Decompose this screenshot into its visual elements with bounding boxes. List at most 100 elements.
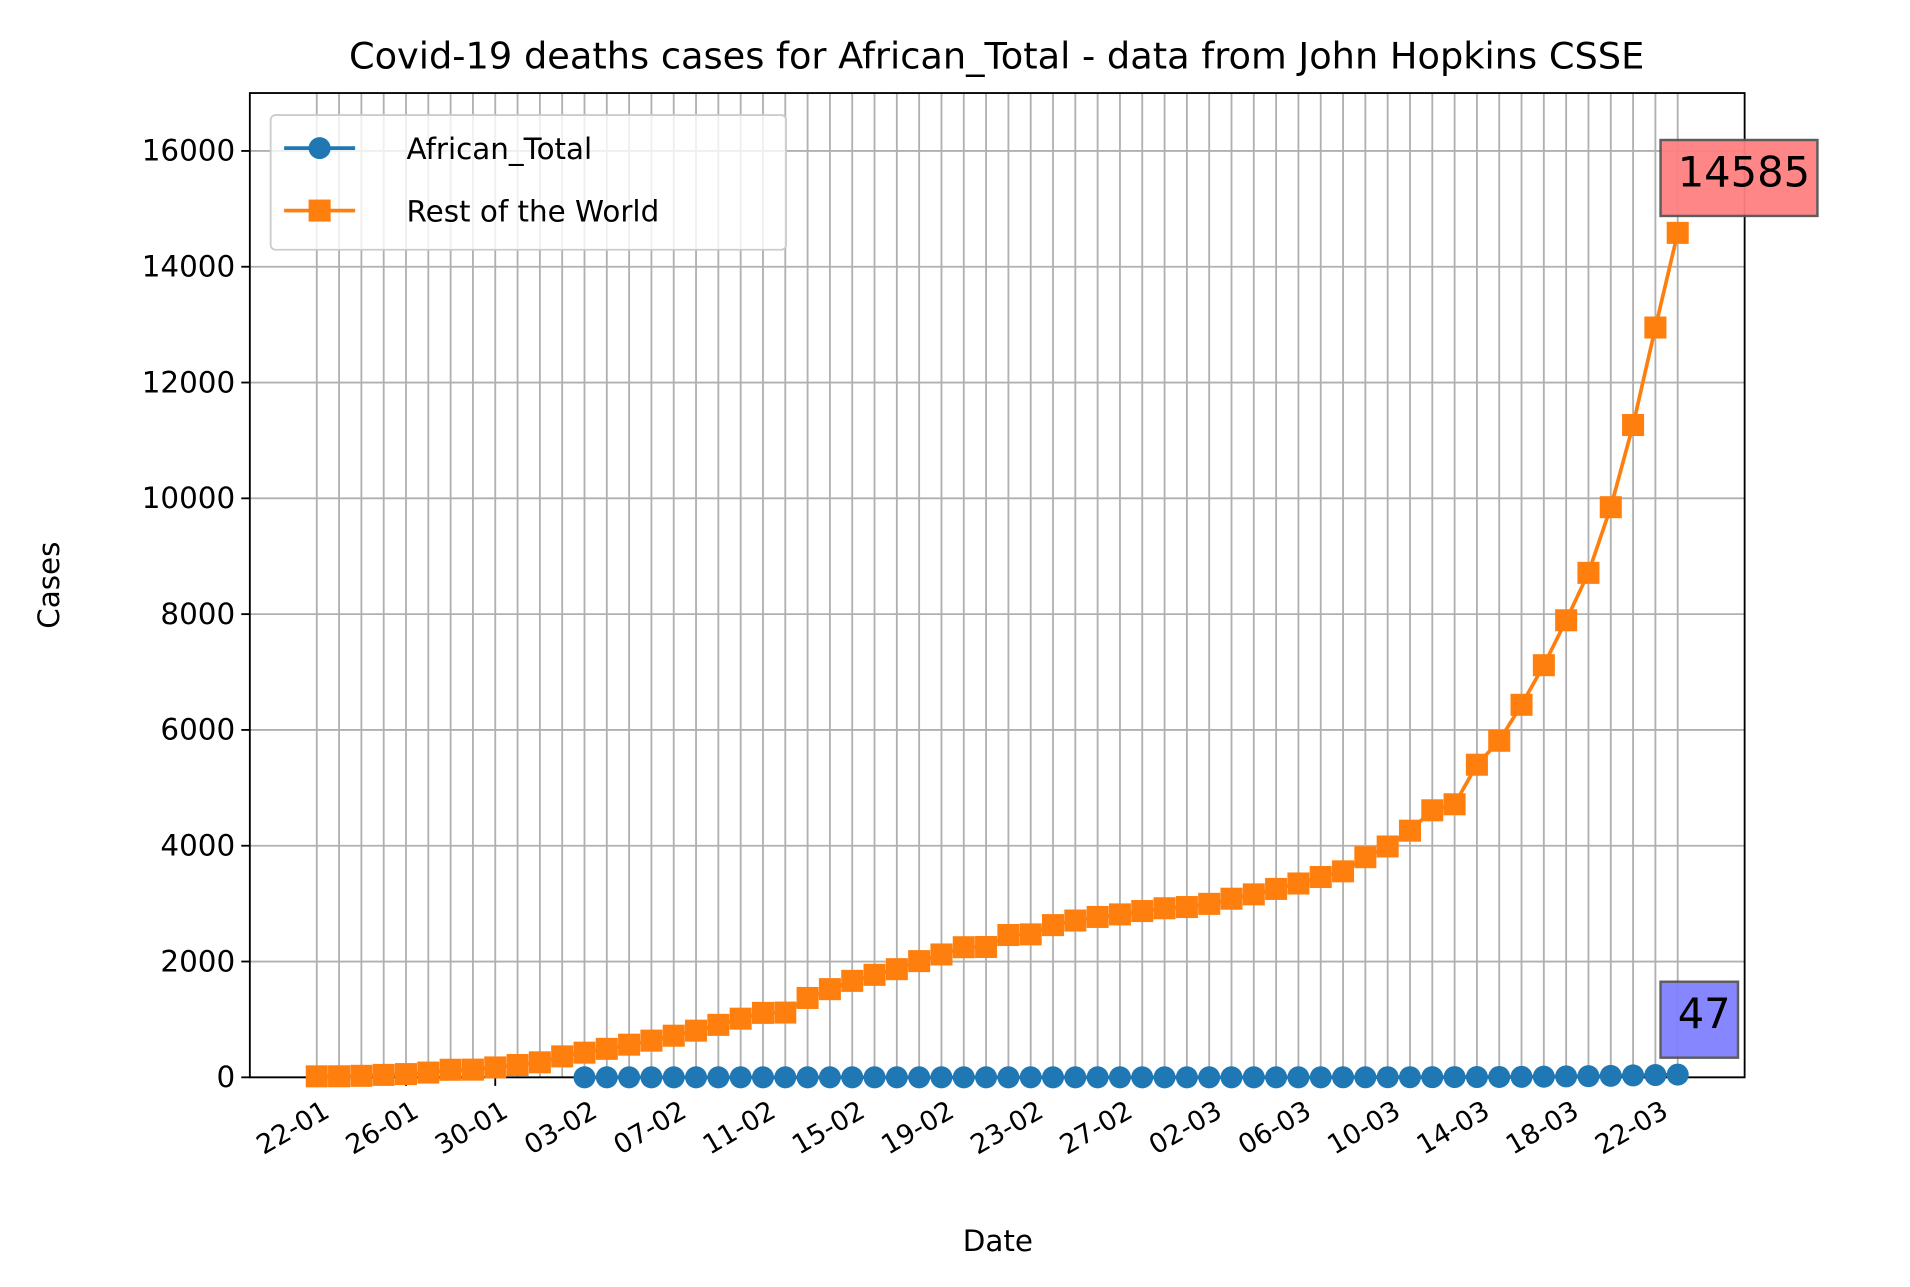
data-point	[1220, 887, 1243, 910]
data-point	[1019, 923, 1042, 946]
data-point	[1376, 1066, 1399, 1089]
data-point	[484, 1056, 507, 1079]
data-point	[618, 1066, 641, 1089]
x-tick-label: 11-02	[698, 1095, 781, 1161]
data-point	[1465, 1066, 1488, 1089]
data-point	[1198, 892, 1221, 915]
x-tick-label: 23-02	[965, 1095, 1048, 1161]
data-point	[662, 1066, 685, 1089]
data-point	[1532, 654, 1555, 677]
data-point	[1265, 1066, 1288, 1089]
data-point	[1555, 609, 1578, 632]
data-point	[1041, 1066, 1065, 1089]
value-label: 14585	[1678, 147, 1810, 196]
data-point	[1622, 1064, 1645, 1087]
x-axis-label: Date	[963, 1224, 1033, 1258]
x-tick-label: 07-02	[608, 1095, 691, 1161]
data-point	[662, 1024, 685, 1047]
y-axis-label: Cases	[32, 542, 66, 629]
data-point	[1220, 1066, 1243, 1089]
data-point	[1398, 1066, 1421, 1089]
data-point	[1599, 1064, 1622, 1087]
data-point	[1577, 1065, 1600, 1088]
data-point	[506, 1053, 529, 1077]
data-point	[729, 1007, 752, 1030]
y-tick-label: 0	[216, 1060, 235, 1094]
data-point	[551, 1045, 574, 1068]
data-point	[1265, 877, 1288, 900]
data-point	[1131, 900, 1154, 923]
data-point	[774, 1066, 797, 1089]
legend: African_Total Rest of the World	[269, 114, 787, 251]
x-tick-label: 06-03	[1233, 1095, 1316, 1161]
data-point	[1398, 819, 1421, 842]
data-point	[1287, 872, 1310, 895]
data-point	[1198, 1066, 1221, 1089]
data-point	[1421, 1066, 1444, 1089]
y-tick-label: 4000	[160, 829, 235, 863]
data-point	[1131, 1066, 1154, 1089]
data-point	[1086, 1066, 1109, 1089]
data-point	[1287, 1066, 1310, 1089]
data-point	[1175, 896, 1198, 919]
data-point	[774, 1001, 797, 1024]
data-point	[1354, 1066, 1377, 1089]
data-point	[796, 986, 819, 1009]
data-point	[1332, 1066, 1355, 1089]
data-point	[528, 1051, 551, 1074]
data-point	[751, 1001, 774, 1024]
data-point	[1443, 1066, 1466, 1089]
data-point	[305, 1065, 328, 1088]
y-tick-label: 6000	[160, 713, 235, 747]
data-point	[997, 1066, 1020, 1089]
data-point	[818, 1066, 841, 1089]
data-point	[997, 923, 1020, 947]
data-point	[1622, 414, 1645, 437]
data-point	[439, 1058, 462, 1081]
data-point	[1175, 1066, 1198, 1089]
value-label-box	[1659, 138, 1819, 218]
data-point	[1108, 1066, 1131, 1089]
data-point	[394, 1063, 418, 1086]
data-point	[930, 1066, 953, 1089]
x-tick-label: 22-03	[1590, 1095, 1673, 1161]
data-point	[685, 1066, 708, 1089]
data-point	[930, 943, 953, 966]
data-point	[1086, 905, 1109, 928]
data-point	[885, 958, 908, 981]
data-point	[1376, 835, 1399, 858]
data-point	[461, 1058, 484, 1081]
data-point	[1019, 1066, 1042, 1089]
data-point	[1064, 1066, 1087, 1089]
data-point	[729, 1066, 752, 1089]
y-tick-label: 2000	[160, 944, 235, 978]
data-point	[863, 963, 886, 986]
data-point	[1599, 496, 1622, 519]
x-tick-label: 27-02	[1055, 1095, 1138, 1161]
data-point	[417, 1061, 440, 1084]
data-point	[1309, 865, 1332, 889]
data-point	[1488, 1065, 1511, 1088]
data-point	[1108, 903, 1131, 926]
data-point	[1153, 1066, 1176, 1089]
x-tick-label: 18-03	[1501, 1095, 1584, 1161]
x-tick-label: 14-03	[1412, 1095, 1495, 1161]
data-point	[1153, 897, 1176, 920]
y-tick-label: 14000	[142, 250, 235, 284]
x-tick-label: 30-01	[430, 1095, 513, 1161]
data-point	[1041, 914, 1065, 937]
data-point	[908, 1066, 931, 1089]
data-point	[796, 1066, 819, 1089]
data-point	[841, 969, 864, 992]
data-point	[1510, 693, 1533, 716]
data-point	[1644, 1063, 1667, 1087]
value-label-box	[1659, 980, 1740, 1059]
data-point	[595, 1066, 618, 1089]
x-tick-label: 15-02	[787, 1095, 870, 1161]
data-point	[841, 1066, 864, 1089]
data-point	[372, 1063, 395, 1086]
data-point	[885, 1066, 908, 1089]
data-point	[1666, 1063, 1689, 1086]
data-point	[1421, 799, 1444, 822]
